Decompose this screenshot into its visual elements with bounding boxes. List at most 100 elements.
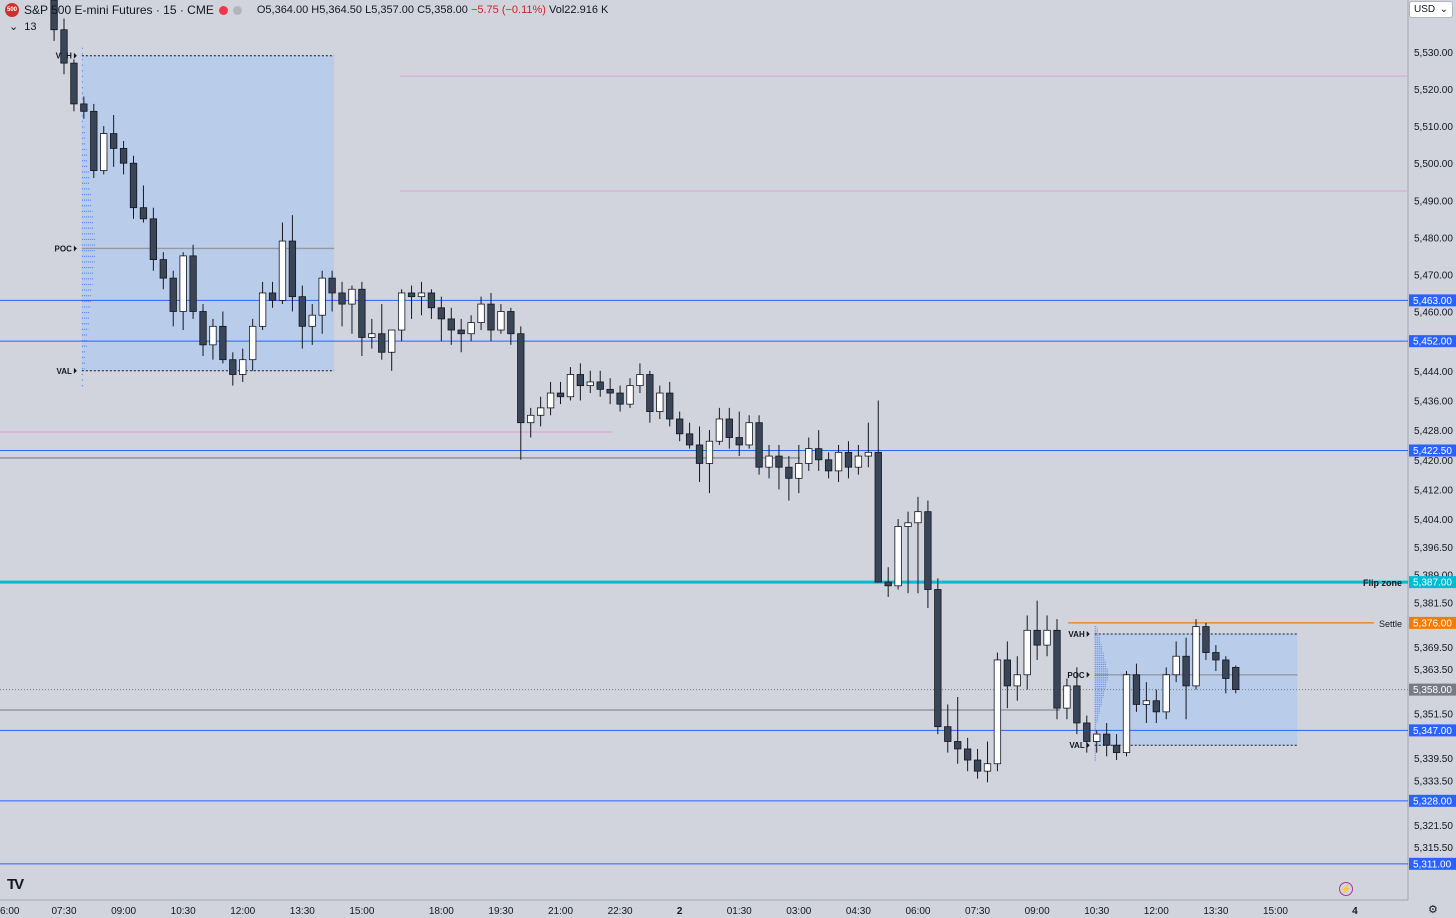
candle[interactable] xyxy=(268,281,277,308)
candle[interactable] xyxy=(239,348,247,382)
candle[interactable] xyxy=(100,126,108,175)
candle[interactable] xyxy=(1172,641,1180,683)
candle[interactable] xyxy=(467,315,475,342)
candle[interactable] xyxy=(656,385,664,419)
candle[interactable] xyxy=(636,363,644,394)
candle[interactable] xyxy=(884,567,892,597)
candle[interactable] xyxy=(616,385,624,412)
tradingview-logo[interactable]: TV xyxy=(7,876,24,893)
candle[interactable] xyxy=(666,381,674,427)
candle[interactable] xyxy=(864,422,872,468)
candle[interactable] xyxy=(169,270,177,327)
candle[interactable] xyxy=(606,378,614,405)
candle[interactable] xyxy=(397,289,406,342)
candle[interactable] xyxy=(735,411,743,457)
candle[interactable] xyxy=(308,304,316,345)
candle[interactable] xyxy=(338,281,346,327)
candle[interactable] xyxy=(50,0,58,41)
candle[interactable] xyxy=(427,289,436,319)
candle[interactable] xyxy=(417,281,426,316)
candle[interactable] xyxy=(1013,656,1021,701)
candle[interactable] xyxy=(834,444,843,483)
candle[interactable] xyxy=(378,304,386,360)
candle[interactable] xyxy=(1063,678,1071,720)
candle[interactable] xyxy=(705,430,714,494)
candle[interactable] xyxy=(1142,682,1151,723)
candle[interactable] xyxy=(149,207,158,271)
candle[interactable] xyxy=(110,115,118,167)
candle[interactable] xyxy=(179,252,187,331)
candle[interactable] xyxy=(288,215,297,312)
candle[interactable] xyxy=(388,329,396,371)
price-axis[interactable] xyxy=(1408,0,1456,918)
candle[interactable] xyxy=(815,430,823,471)
candle[interactable] xyxy=(805,437,813,471)
candle[interactable] xyxy=(646,370,654,423)
candle[interactable] xyxy=(60,18,68,75)
candle[interactable] xyxy=(209,318,217,360)
candle[interactable] xyxy=(1222,656,1230,694)
candle[interactable] xyxy=(1053,619,1061,720)
gear-icon[interactable]: ⚙ xyxy=(1428,904,1438,916)
candle[interactable] xyxy=(844,441,853,479)
candle[interactable] xyxy=(119,140,128,175)
candle[interactable] xyxy=(775,444,783,490)
candle[interactable] xyxy=(368,318,376,349)
candle[interactable] xyxy=(536,396,545,427)
candle[interactable] xyxy=(358,281,366,356)
candle[interactable] xyxy=(914,496,922,594)
candle[interactable] xyxy=(685,422,694,449)
candle[interactable] xyxy=(745,415,753,449)
candle[interactable] xyxy=(199,304,207,356)
data-status-icon[interactable] xyxy=(232,5,242,15)
candle[interactable] xyxy=(139,185,148,223)
candle[interactable] xyxy=(527,407,535,438)
candle[interactable] xyxy=(318,270,326,334)
candle[interactable] xyxy=(1073,667,1081,735)
candle[interactable] xyxy=(983,741,992,783)
candle[interactable] xyxy=(1232,665,1240,694)
candle[interactable] xyxy=(765,444,773,479)
lightning-icon[interactable]: ⚡ xyxy=(1339,882,1353,896)
candle[interactable] xyxy=(80,96,88,119)
candle[interactable] xyxy=(249,318,257,371)
candle[interactable] xyxy=(1103,722,1111,757)
candle[interactable] xyxy=(854,444,863,475)
candle[interactable] xyxy=(407,285,416,319)
candle[interactable] xyxy=(1152,689,1160,723)
candle[interactable] xyxy=(447,307,455,345)
candle[interactable] xyxy=(1192,619,1200,690)
candle[interactable] xyxy=(954,697,962,764)
candle[interactable] xyxy=(90,103,98,179)
candle[interactable] xyxy=(874,400,882,583)
candle[interactable] xyxy=(795,444,803,494)
candle[interactable] xyxy=(824,452,833,479)
candle[interactable] xyxy=(924,500,932,609)
candle[interactable] xyxy=(715,407,724,445)
candle[interactable] xyxy=(1043,615,1051,657)
candle[interactable] xyxy=(129,155,138,219)
candle[interactable] xyxy=(159,252,167,290)
chevron-down-icon[interactable]: ⌄ xyxy=(9,21,19,33)
candle[interactable] xyxy=(348,285,356,334)
candle[interactable] xyxy=(229,352,237,386)
candle[interactable] xyxy=(517,326,525,460)
candle[interactable] xyxy=(437,296,445,342)
candle[interactable] xyxy=(894,519,902,590)
candle[interactable] xyxy=(1212,645,1220,672)
candle[interactable] xyxy=(1112,734,1121,761)
candle[interactable] xyxy=(1093,730,1101,753)
indicators-toggle[interactable]: ⌄ 13 xyxy=(9,20,36,34)
candle[interactable] xyxy=(1132,663,1141,712)
market-status-icon[interactable] xyxy=(218,5,228,15)
candle[interactable] xyxy=(1033,600,1041,660)
candle[interactable] xyxy=(328,270,336,312)
candle[interactable] xyxy=(556,381,565,405)
candle[interactable] xyxy=(189,244,197,319)
candle[interactable] xyxy=(278,222,287,305)
candle[interactable] xyxy=(507,307,515,345)
candle[interactable] xyxy=(963,737,972,772)
candle[interactable] xyxy=(1162,667,1170,720)
candle[interactable] xyxy=(993,652,1002,772)
